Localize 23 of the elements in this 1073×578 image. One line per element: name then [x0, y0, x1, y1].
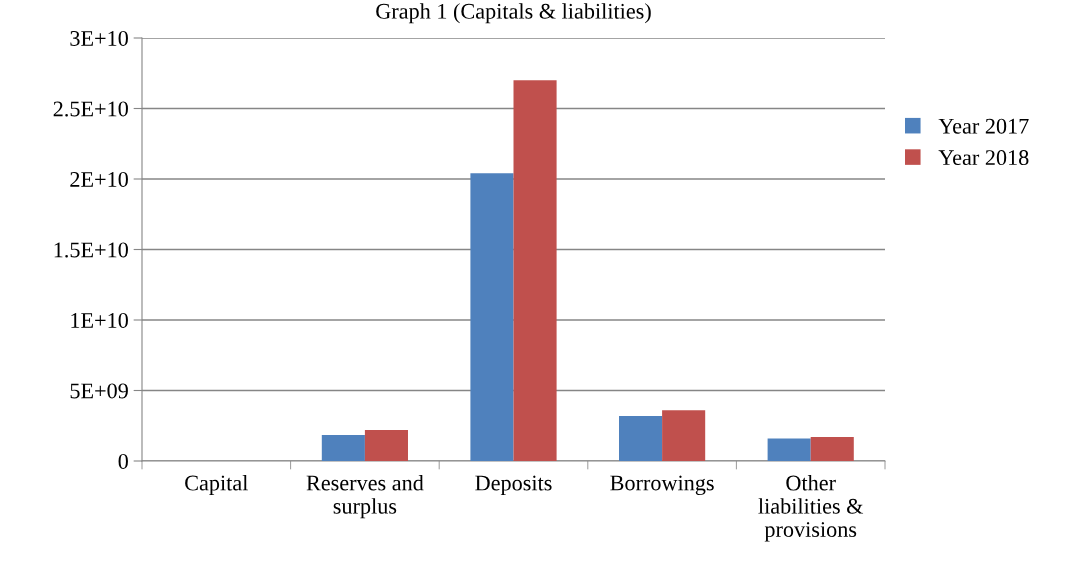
- y-tick-label: 5E+09: [70, 383, 128, 399]
- x-tick-label: Other liabilities & provisions: [758, 474, 864, 542]
- y-tick-label: 1E+10: [71, 312, 128, 328]
- x-tick-label: Deposits: [475, 475, 552, 496]
- y-tick-label: 2.5E+10: [53, 101, 128, 117]
- x-tick-label: Capital: [185, 474, 248, 496]
- bar: [513, 80, 557, 461]
- bar: [364, 429, 408, 461]
- x-tick-label: Reserves and surplus: [306, 474, 424, 519]
- bar: [321, 434, 365, 461]
- legend-label: Year 2017: [938, 118, 1029, 134]
- x-tick-label: Borrowings: [610, 475, 714, 496]
- bar: [767, 438, 811, 461]
- bar: [619, 415, 663, 461]
- bar: [470, 173, 514, 461]
- y-tick-label: 1.5E+10: [54, 242, 128, 258]
- bar: [810, 437, 854, 461]
- y-tick-label: 0: [118, 453, 128, 469]
- y-tick-label: 3E+10: [70, 30, 128, 46]
- legend-label: Year 2018: [938, 150, 1029, 166]
- bar: [662, 410, 706, 461]
- chart-title: Graph 1 (Capitals & liabilities): [376, 3, 651, 24]
- y-tick-label: 2E+10: [70, 171, 128, 187]
